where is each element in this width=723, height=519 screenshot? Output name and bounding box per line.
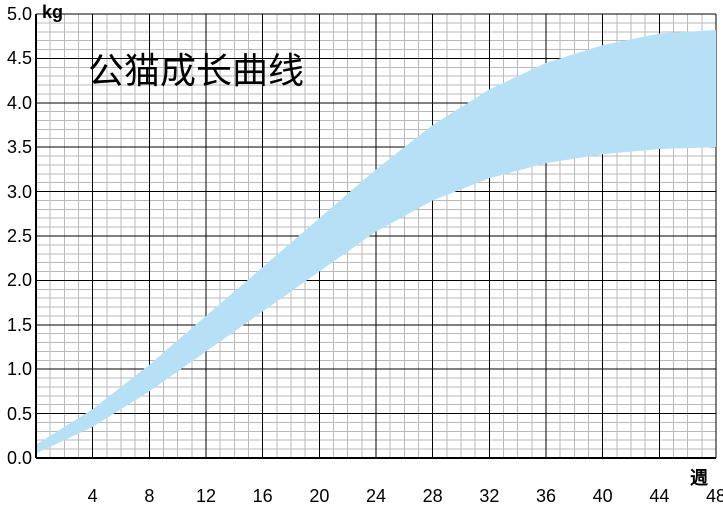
y-tick-label: 1.5	[2, 315, 32, 336]
x-tick-label: 36	[526, 486, 566, 507]
x-tick-label: 48	[696, 486, 723, 507]
y-tick-label: 3.5	[2, 137, 32, 158]
y-axis-unit: kg	[42, 2, 63, 23]
y-tick-label: 4.5	[2, 48, 32, 69]
x-tick-label: 24	[356, 486, 396, 507]
x-tick-label: 44	[639, 486, 679, 507]
x-tick-label: 4	[73, 486, 113, 507]
x-tick-label: 40	[583, 486, 623, 507]
x-tick-label: 32	[469, 486, 509, 507]
y-tick-label: 2.0	[2, 270, 32, 291]
x-tick-label: 28	[413, 486, 453, 507]
x-tick-label: 8	[129, 486, 169, 507]
y-tick-label: 1.0	[2, 359, 32, 380]
x-tick-label: 12	[186, 486, 226, 507]
y-tick-label: 5.0	[2, 4, 32, 25]
chart-title: 公猫成长曲线	[88, 42, 304, 94]
x-tick-label: 16	[243, 486, 283, 507]
x-tick-label: 20	[299, 486, 339, 507]
y-tick-label: 3.0	[2, 182, 32, 203]
growth-chart: 公猫成长曲线 kg 週 0.00.51.01.52.02.53.03.54.04…	[0, 0, 723, 519]
y-tick-label: 0.0	[2, 448, 32, 469]
y-tick-label: 4.0	[2, 93, 32, 114]
y-tick-label: 2.5	[2, 226, 32, 247]
y-tick-label: 0.5	[2, 404, 32, 425]
